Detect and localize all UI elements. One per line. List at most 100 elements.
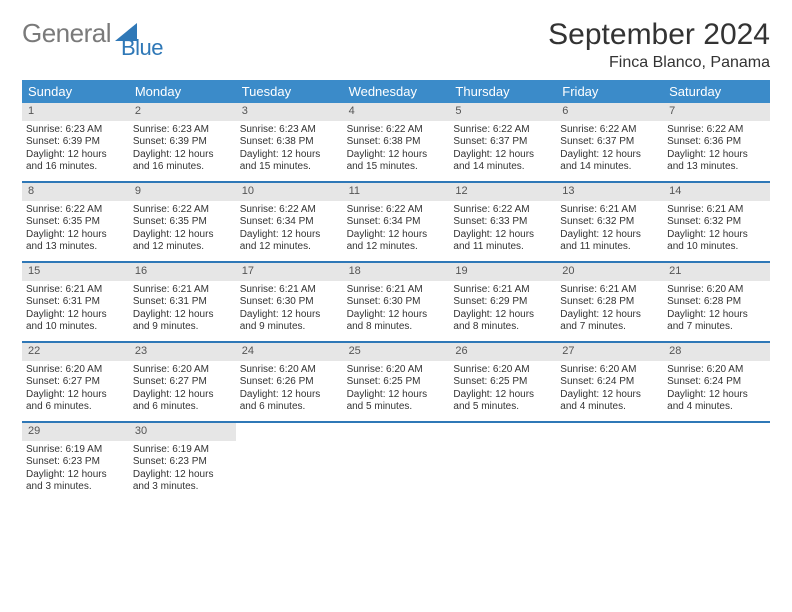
daylight-line: Daylight: 12 hours and 14 minutes.: [453, 149, 552, 174]
sunrise-line: Sunrise: 6:20 AM: [453, 364, 552, 377]
daylight-line: Daylight: 12 hours and 13 minutes.: [26, 229, 125, 254]
calendar-cell: 28 Sunrise: 6:20 AM Sunset: 6:24 PM Dayl…: [663, 343, 770, 421]
day-header: Sunday: [22, 80, 129, 103]
daylight-line: Daylight: 12 hours and 12 minutes.: [133, 229, 232, 254]
day-number: 27: [556, 343, 663, 361]
calendar-cell: 15 Sunrise: 6:21 AM Sunset: 6:31 PM Dayl…: [22, 263, 129, 341]
sunrise-line: Sunrise: 6:22 AM: [560, 124, 659, 137]
calendar-cell: 5 Sunrise: 6:22 AM Sunset: 6:37 PM Dayli…: [449, 103, 556, 181]
day-details: Sunrise: 6:22 AM Sunset: 6:34 PM Dayligh…: [236, 203, 343, 258]
daylight-line: Daylight: 12 hours and 12 minutes.: [240, 229, 339, 254]
daylight-line: Daylight: 12 hours and 6 minutes.: [133, 389, 232, 414]
calendar-cell: 26 Sunrise: 6:20 AM Sunset: 6:25 PM Dayl…: [449, 343, 556, 421]
day-header: Saturday: [663, 80, 770, 103]
day-details: Sunrise: 6:22 AM Sunset: 6:37 PM Dayligh…: [449, 123, 556, 178]
daylight-line: Daylight: 12 hours and 8 minutes.: [347, 309, 446, 334]
day-details: Sunrise: 6:19 AM Sunset: 6:23 PM Dayligh…: [129, 443, 236, 498]
sunrise-line: Sunrise: 6:19 AM: [133, 444, 232, 457]
sunset-line: Sunset: 6:32 PM: [560, 216, 659, 229]
sunset-line: Sunset: 6:24 PM: [667, 376, 766, 389]
day-details: Sunrise: 6:21 AM Sunset: 6:29 PM Dayligh…: [449, 283, 556, 338]
day-details: Sunrise: 6:22 AM Sunset: 6:36 PM Dayligh…: [663, 123, 770, 178]
daylight-line: Daylight: 12 hours and 9 minutes.: [240, 309, 339, 334]
daylight-line: Daylight: 12 hours and 16 minutes.: [26, 149, 125, 174]
daylight-line: Daylight: 12 hours and 13 minutes.: [667, 149, 766, 174]
day-details: Sunrise: 6:21 AM Sunset: 6:32 PM Dayligh…: [556, 203, 663, 258]
day-number: 25: [343, 343, 450, 361]
day-details: Sunrise: 6:20 AM Sunset: 6:24 PM Dayligh…: [663, 363, 770, 418]
sunset-line: Sunset: 6:27 PM: [26, 376, 125, 389]
day-number: 13: [556, 183, 663, 201]
sunset-line: Sunset: 6:38 PM: [347, 136, 446, 149]
sunset-line: Sunset: 6:31 PM: [26, 296, 125, 309]
calendar-cell: 7 Sunrise: 6:22 AM Sunset: 6:36 PM Dayli…: [663, 103, 770, 181]
daylight-line: Daylight: 12 hours and 16 minutes.: [133, 149, 232, 174]
sunrise-line: Sunrise: 6:23 AM: [240, 124, 339, 137]
sunset-line: Sunset: 6:39 PM: [26, 136, 125, 149]
sunrise-line: Sunrise: 6:20 AM: [240, 364, 339, 377]
calendar-cell: 3 Sunrise: 6:23 AM Sunset: 6:38 PM Dayli…: [236, 103, 343, 181]
calendar-cell: 30 Sunrise: 6:19 AM Sunset: 6:23 PM Dayl…: [129, 423, 236, 501]
calendar-cell: 21 Sunrise: 6:20 AM Sunset: 6:28 PM Dayl…: [663, 263, 770, 341]
daylight-line: Daylight: 12 hours and 15 minutes.: [240, 149, 339, 174]
day-number: 10: [236, 183, 343, 201]
sunrise-line: Sunrise: 6:20 AM: [26, 364, 125, 377]
sunset-line: Sunset: 6:29 PM: [453, 296, 552, 309]
calendar-week: 15 Sunrise: 6:21 AM Sunset: 6:31 PM Dayl…: [22, 263, 770, 343]
sunrise-line: Sunrise: 6:21 AM: [667, 204, 766, 217]
sunrise-line: Sunrise: 6:22 AM: [347, 204, 446, 217]
day-details: Sunrise: 6:21 AM Sunset: 6:30 PM Dayligh…: [236, 283, 343, 338]
sunrise-line: Sunrise: 6:22 AM: [453, 124, 552, 137]
day-details: Sunrise: 6:22 AM Sunset: 6:34 PM Dayligh…: [343, 203, 450, 258]
day-header-row: Sunday Monday Tuesday Wednesday Thursday…: [22, 80, 770, 103]
day-number: 7: [663, 103, 770, 121]
day-number: 16: [129, 263, 236, 281]
sunrise-line: Sunrise: 6:22 AM: [667, 124, 766, 137]
day-number: 19: [449, 263, 556, 281]
sunset-line: Sunset: 6:23 PM: [26, 456, 125, 469]
day-details: Sunrise: 6:22 AM Sunset: 6:33 PM Dayligh…: [449, 203, 556, 258]
calendar-cell: 18 Sunrise: 6:21 AM Sunset: 6:30 PM Dayl…: [343, 263, 450, 341]
day-details: Sunrise: 6:20 AM Sunset: 6:24 PM Dayligh…: [556, 363, 663, 418]
day-number: 20: [556, 263, 663, 281]
sunrise-line: Sunrise: 6:22 AM: [26, 204, 125, 217]
day-number: 18: [343, 263, 450, 281]
month-title: September 2024: [548, 18, 770, 52]
daylight-line: Daylight: 12 hours and 6 minutes.: [240, 389, 339, 414]
day-details: Sunrise: 6:22 AM Sunset: 6:35 PM Dayligh…: [22, 203, 129, 258]
sunset-line: Sunset: 6:33 PM: [453, 216, 552, 229]
daylight-line: Daylight: 12 hours and 7 minutes.: [560, 309, 659, 334]
sunset-line: Sunset: 6:37 PM: [560, 136, 659, 149]
location-label: Finca Blanco, Panama: [548, 54, 770, 72]
sunset-line: Sunset: 6:35 PM: [26, 216, 125, 229]
sunrise-line: Sunrise: 6:22 AM: [133, 204, 232, 217]
daylight-line: Daylight: 12 hours and 5 minutes.: [347, 389, 446, 414]
sunrise-line: Sunrise: 6:20 AM: [560, 364, 659, 377]
day-details: Sunrise: 6:22 AM Sunset: 6:35 PM Dayligh…: [129, 203, 236, 258]
calendar-cell: 2 Sunrise: 6:23 AM Sunset: 6:39 PM Dayli…: [129, 103, 236, 181]
sunrise-line: Sunrise: 6:22 AM: [347, 124, 446, 137]
daylight-line: Daylight: 12 hours and 11 minutes.: [560, 229, 659, 254]
day-details: Sunrise: 6:22 AM Sunset: 6:37 PM Dayligh…: [556, 123, 663, 178]
day-details: Sunrise: 6:23 AM Sunset: 6:39 PM Dayligh…: [129, 123, 236, 178]
day-number: 26: [449, 343, 556, 361]
calendar-week: 1 Sunrise: 6:23 AM Sunset: 6:39 PM Dayli…: [22, 103, 770, 183]
day-number: 9: [129, 183, 236, 201]
sunset-line: Sunset: 6:28 PM: [560, 296, 659, 309]
sunrise-line: Sunrise: 6:20 AM: [667, 364, 766, 377]
sunrise-line: Sunrise: 6:20 AM: [133, 364, 232, 377]
daylight-line: Daylight: 12 hours and 12 minutes.: [347, 229, 446, 254]
day-details: Sunrise: 6:22 AM Sunset: 6:38 PM Dayligh…: [343, 123, 450, 178]
calendar-cell: 1 Sunrise: 6:23 AM Sunset: 6:39 PM Dayli…: [22, 103, 129, 181]
day-details: Sunrise: 6:21 AM Sunset: 6:32 PM Dayligh…: [663, 203, 770, 258]
day-number: 2: [129, 103, 236, 121]
sunrise-line: Sunrise: 6:21 AM: [453, 284, 552, 297]
sunset-line: Sunset: 6:36 PM: [667, 136, 766, 149]
sunrise-line: Sunrise: 6:21 AM: [560, 284, 659, 297]
calendar-cell: 11 Sunrise: 6:22 AM Sunset: 6:34 PM Dayl…: [343, 183, 450, 261]
day-number: 4: [343, 103, 450, 121]
sunset-line: Sunset: 6:35 PM: [133, 216, 232, 229]
day-header: Wednesday: [343, 80, 450, 103]
day-number: 14: [663, 183, 770, 201]
day-details: Sunrise: 6:21 AM Sunset: 6:30 PM Dayligh…: [343, 283, 450, 338]
